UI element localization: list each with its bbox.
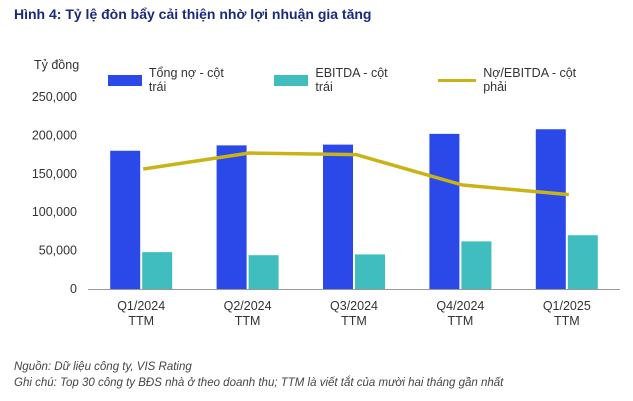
legend-swatch-ratio xyxy=(438,78,477,82)
bar-debt xyxy=(110,150,141,289)
footnote: Ghi chú: Top 30 công ty BĐS nhà ở theo d… xyxy=(14,377,504,389)
notes: Nguồn: Dữ liệu công ty, VIS Rating Ghi c… xyxy=(14,359,503,391)
chart-title: Hình 4: Tỷ lệ đòn bẩy cải thiện nhờ lợi … xyxy=(14,6,372,22)
y-tick-label: 50,000 xyxy=(39,244,77,258)
y-tick-label: 0 xyxy=(70,282,77,296)
x-tick-label: TTM xyxy=(554,314,580,328)
source-note: Nguồn: Dữ liệu công ty, VIS Rating xyxy=(14,361,192,373)
legend-label-ebitda: EBITDA - cột trái xyxy=(315,66,388,94)
legend-label-ratio: Nợ/EBITDA - cột phải xyxy=(483,66,577,94)
y-tick-label: 250,000 xyxy=(32,90,77,104)
legend-swatch-debt xyxy=(108,74,142,86)
y-axis-unit: Tỷ đồng xyxy=(34,58,80,72)
bar-debt xyxy=(535,129,566,289)
legend-swatch-ebitda xyxy=(274,74,309,86)
x-tick-label: TTM xyxy=(128,314,154,328)
y-tick-label: 150,000 xyxy=(32,167,77,181)
legend-item-ratio: Nợ/EBITDA - cột phải xyxy=(438,66,603,94)
bar-ebitda xyxy=(461,241,492,289)
x-tick-label: Q1/2024 xyxy=(117,299,165,313)
x-tick-label: TTM xyxy=(235,314,261,328)
bar-ebitda xyxy=(567,235,598,289)
legend-label-debt: Tổng nợ - cột trái xyxy=(148,66,224,94)
x-tick-label: Q2/2024 xyxy=(224,299,272,313)
x-tick-label: Q1/2025 xyxy=(543,299,591,313)
x-tick-label: Q3/2024 xyxy=(330,299,378,313)
x-tick-label: Q4/2024 xyxy=(436,299,484,313)
legend-item-debt: Tổng nợ - cột trái xyxy=(108,66,244,94)
bar-debt xyxy=(216,145,247,289)
bar-ebitda xyxy=(248,255,279,289)
bar-debt xyxy=(429,133,460,289)
x-tick-label: TTM xyxy=(448,314,474,328)
y-tick-label: 100,000 xyxy=(32,205,77,219)
y-tick-label: 200,000 xyxy=(32,128,77,142)
line-debt-to-ebitda xyxy=(142,151,569,197)
bar-ebitda xyxy=(142,252,173,289)
bar-debt xyxy=(323,144,353,289)
x-tick-label: TTM xyxy=(341,314,367,328)
legend: Tổng nợ - cột trái EBITDA - cột trái Nợ/… xyxy=(108,66,633,94)
bar-ebitda xyxy=(355,254,385,289)
legend-item-ebitda: EBITDA - cột trái xyxy=(274,66,408,94)
